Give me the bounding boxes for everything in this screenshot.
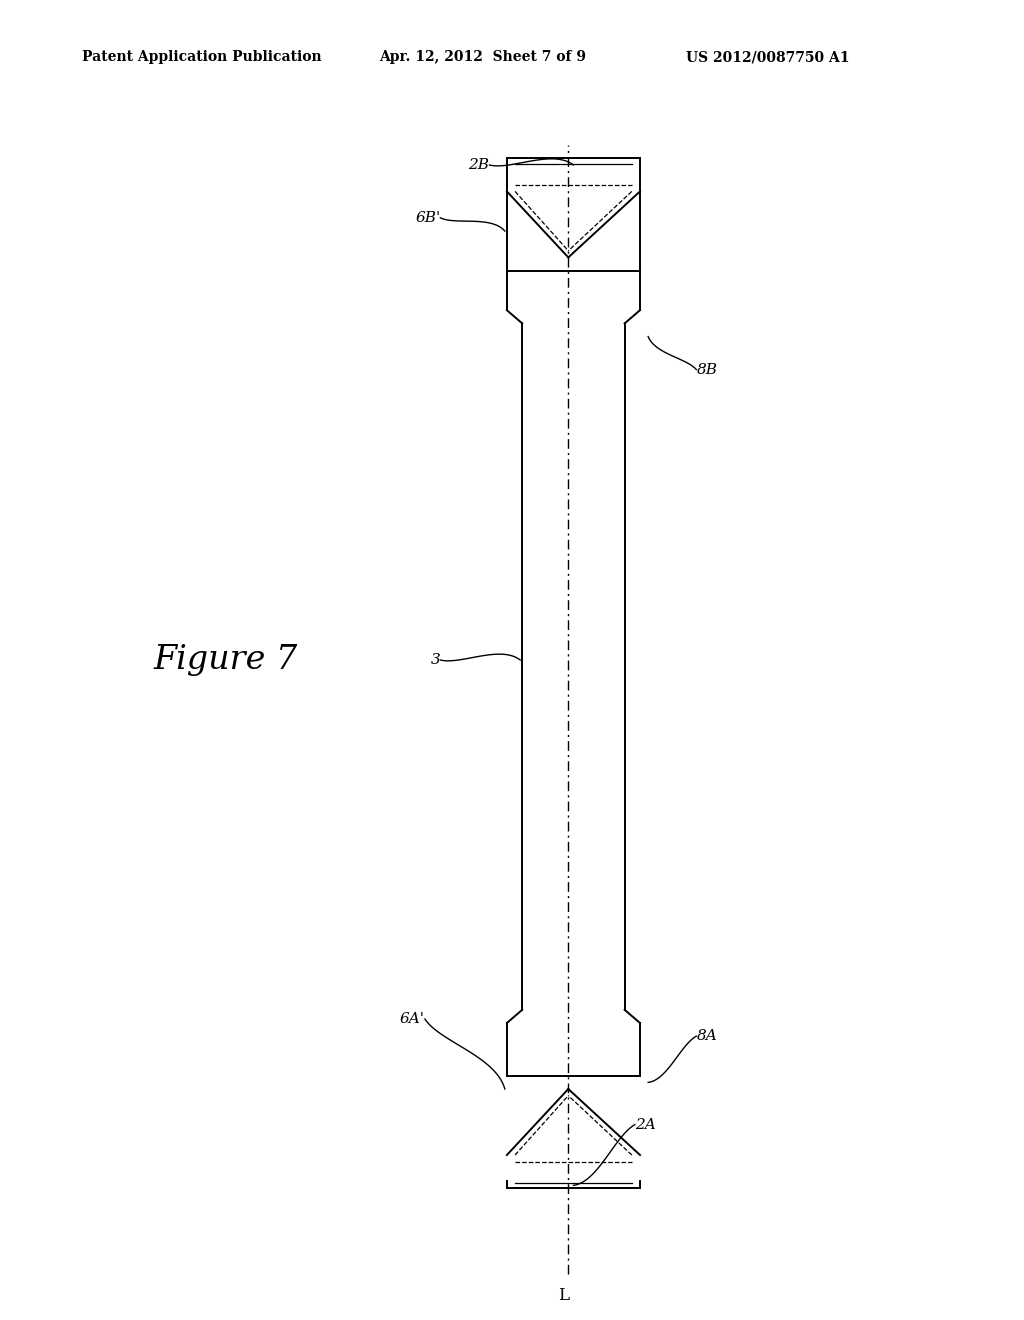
Text: 2B: 2B <box>468 158 489 172</box>
Text: US 2012/0087750 A1: US 2012/0087750 A1 <box>686 50 850 65</box>
Text: Patent Application Publication: Patent Application Publication <box>82 50 322 65</box>
Text: 6A': 6A' <box>400 1012 425 1026</box>
Text: 6B': 6B' <box>415 211 440 224</box>
Text: 8A: 8A <box>696 1030 717 1043</box>
Text: 3: 3 <box>430 653 440 667</box>
Text: L: L <box>558 1287 568 1304</box>
Text: Figure 7: Figure 7 <box>154 644 297 676</box>
Text: Apr. 12, 2012  Sheet 7 of 9: Apr. 12, 2012 Sheet 7 of 9 <box>379 50 586 65</box>
Text: 8B: 8B <box>696 363 718 376</box>
Text: 2A: 2A <box>635 1118 655 1131</box>
